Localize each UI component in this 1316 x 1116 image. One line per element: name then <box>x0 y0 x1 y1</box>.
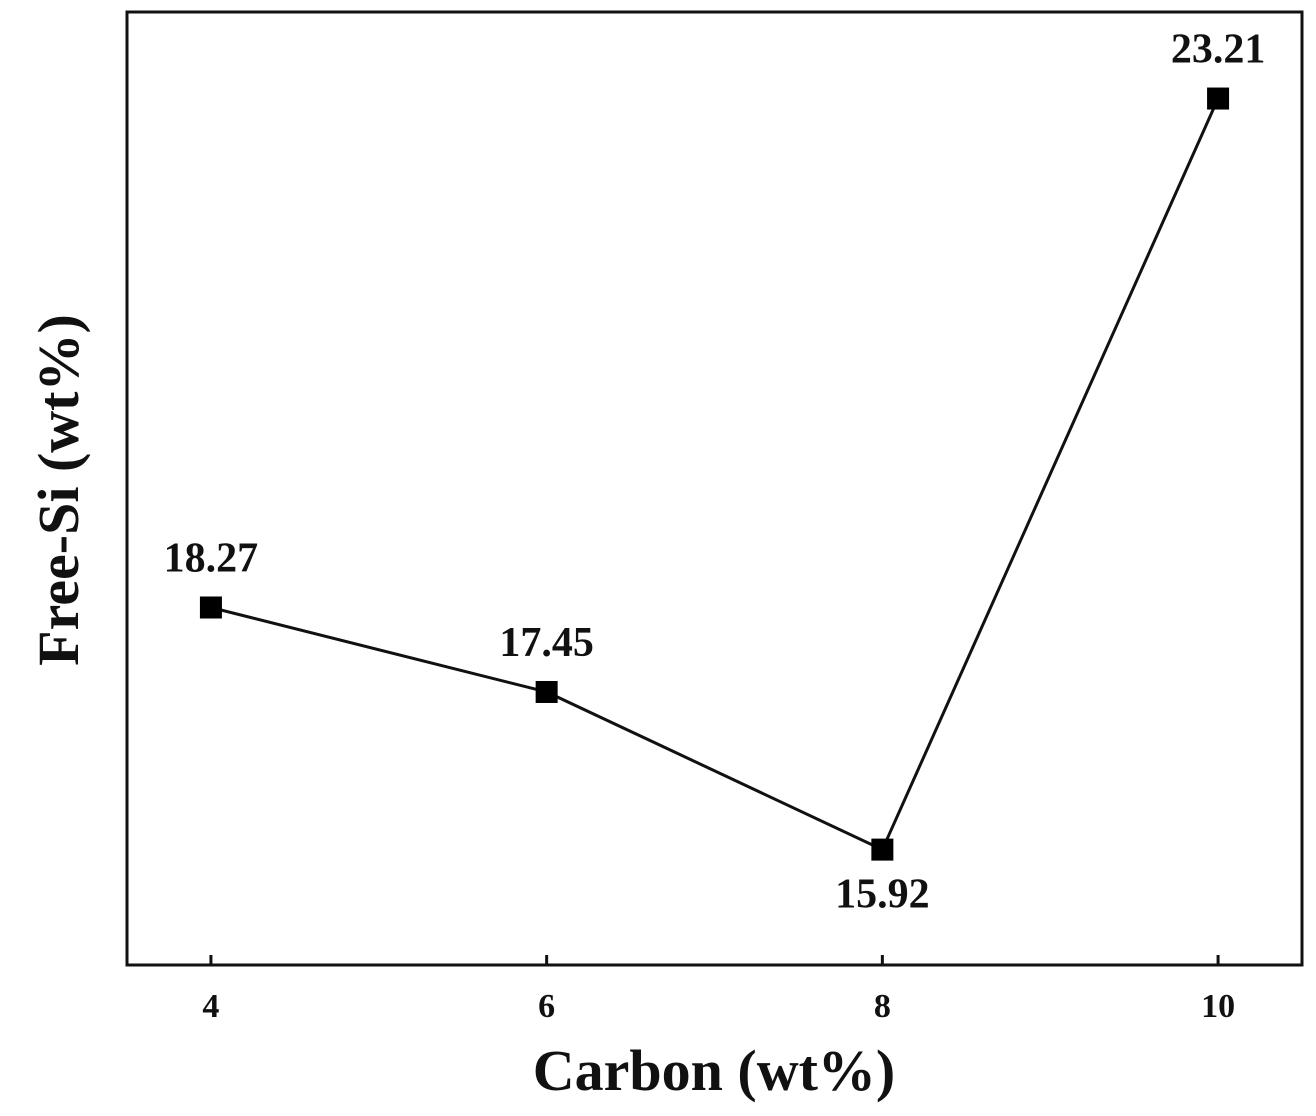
x-axis-title: Carbon (wt%) <box>533 1038 895 1103</box>
data-point-8 <box>871 838 894 861</box>
series-line <box>210 97 1220 852</box>
x-axis-tick-labels: 4 6 8 10 <box>202 988 1235 1025</box>
data-label-10: 23.21 <box>1171 27 1266 73</box>
x-axis-ticks <box>209 955 1220 965</box>
data-point-10 <box>1207 87 1230 110</box>
data-point-6 <box>535 680 558 703</box>
x-tick-label-8: 8 <box>874 988 891 1025</box>
data-point-4 <box>199 596 222 619</box>
x-tick-label-4: 4 <box>202 988 219 1025</box>
series-markers <box>199 87 1230 861</box>
plot-frame <box>125 10 1304 967</box>
x-tick-label-10: 10 <box>1201 988 1235 1025</box>
y-axis-title: Free-Si (wt%) <box>26 314 91 666</box>
data-label-6: 17.45 <box>499 620 594 666</box>
data-labels: 18.27 17.45 15.92 23.21 <box>164 27 1266 918</box>
data-label-4: 18.27 <box>164 535 259 581</box>
x-tick-label-6: 6 <box>538 988 555 1025</box>
data-label-8: 15.92 <box>835 872 930 918</box>
